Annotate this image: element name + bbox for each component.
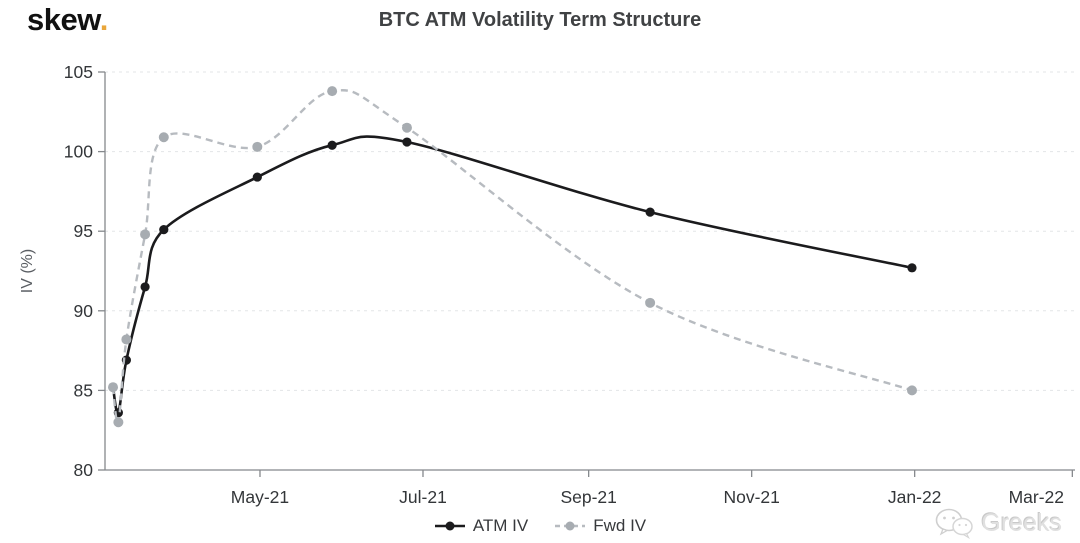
wechat-icon	[936, 508, 974, 539]
x-tick-label: Nov-21	[723, 487, 779, 507]
series-marker-fwd-iv	[327, 86, 338, 97]
legend-marker-icon	[434, 521, 465, 531]
x-tick-label: Sep-21	[560, 487, 616, 507]
chart-legend: ATM IV Fwd IV	[0, 516, 1080, 536]
series-line-atm-iv	[111, 135, 913, 415]
watermark: Greeks	[935, 508, 1062, 539]
x-tick-label: Jul-21	[399, 487, 447, 507]
series-marker-fwd-iv	[906, 385, 917, 396]
series-marker-atm-iv	[159, 225, 169, 235]
y-tick-label: 85	[74, 380, 93, 400]
series-marker-atm-iv	[645, 207, 655, 217]
y-tick-label: 100	[64, 142, 93, 162]
y-axis-title: IV (%)	[19, 249, 36, 293]
y-tick-label: 90	[74, 301, 94, 321]
legend-item-atm-iv[interactable]: ATM IV	[434, 516, 528, 536]
series-marker-fwd-iv	[401, 122, 412, 133]
series-marker-fwd-iv	[121, 334, 132, 345]
x-tick-label: Mar-22	[1009, 487, 1064, 507]
y-tick-label: 95	[74, 221, 93, 241]
skew-logo: skew.	[27, 2, 108, 38]
legend-item-fwd-iv[interactable]: Fwd IV	[554, 516, 646, 536]
series-marker-fwd-iv	[108, 382, 119, 393]
x-tick-label: May-21	[231, 487, 289, 507]
series-marker-atm-iv	[907, 263, 917, 273]
series-marker-atm-iv	[327, 140, 337, 150]
x-tick-label: Jan-22	[888, 487, 942, 507]
logo-text: skew	[27, 2, 100, 37]
chart-title: BTC ATM Volatility Term Structure	[378, 9, 702, 31]
y-tick-label: 105	[64, 62, 93, 82]
logo-dot: .	[99, 2, 109, 37]
watermark-label: Greeks	[981, 509, 1062, 537]
series-marker-fwd-iv	[113, 417, 124, 428]
series-marker-fwd-iv	[158, 132, 169, 143]
series-line-fwd-iv	[111, 89, 913, 425]
series-marker-atm-iv	[252, 172, 262, 182]
legend-label: ATM IV	[472, 516, 529, 535]
series-marker-fwd-iv	[645, 297, 656, 308]
series-marker-fwd-iv	[252, 141, 263, 152]
series-marker-fwd-iv	[140, 229, 151, 240]
y-tick-label: 80	[74, 460, 94, 480]
legend-marker-icon	[555, 521, 586, 531]
series-marker-atm-iv	[140, 282, 150, 292]
legend-label: Fwd IV	[593, 516, 647, 535]
series-marker-atm-iv	[402, 137, 412, 147]
